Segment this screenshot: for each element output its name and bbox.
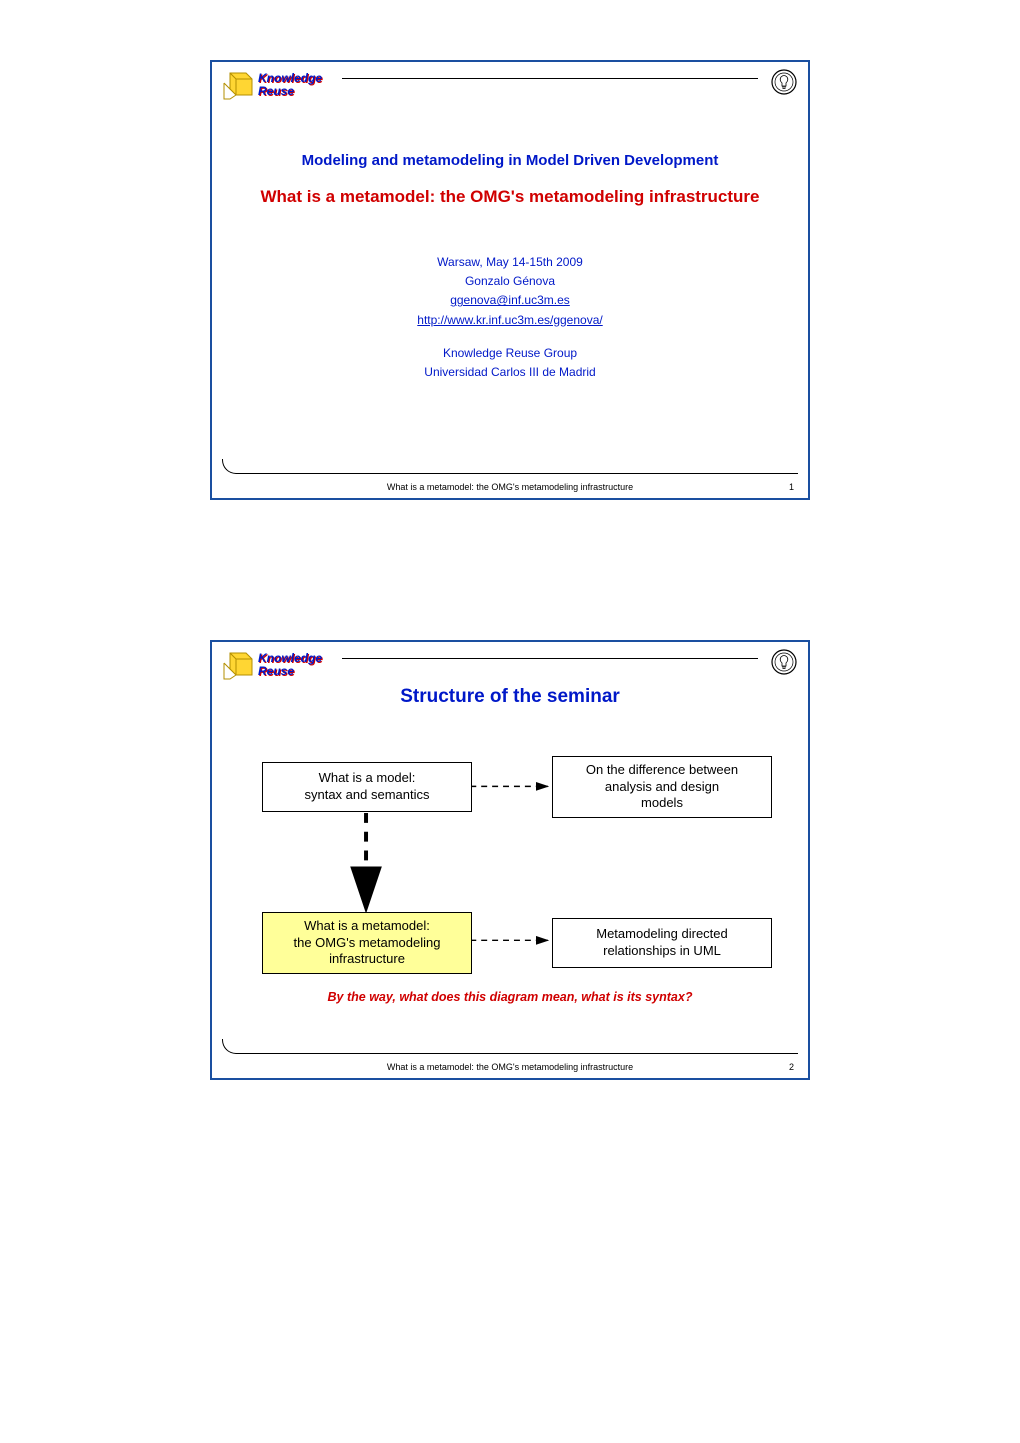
diagram-node-model: What is a model:syntax and semantics	[262, 762, 472, 812]
slide-1-venue: Warsaw, May 14-15th 2009	[232, 253, 788, 272]
slide-1-email-link[interactable]: ggenova@inf.uc3m.es	[450, 293, 570, 307]
footer-page-number: 2	[789, 1062, 794, 1072]
knowledge-reuse-logo: Knowledge Reuse	[222, 68, 352, 102]
slide-1-subtitle: Modeling and metamodeling in Model Drive…	[232, 152, 788, 169]
kr-logo-line2: Reuse	[258, 85, 322, 98]
kr-cube-icon	[222, 69, 254, 101]
footer-page-number: 1	[789, 482, 794, 492]
slide-1: Knowledge Reuse Modeling and metamodelin…	[210, 60, 810, 500]
footer-curve	[222, 459, 798, 474]
diagram-node-analysis-design: On the difference betweenanalysis and de…	[552, 756, 772, 818]
slide-1-url-link[interactable]: http://www.kr.inf.uc3m.es/ggenova/	[417, 313, 602, 327]
kr-cube-icon	[222, 649, 254, 681]
slide-1-title: What is a metamodel: the OMG's metamodel…	[232, 187, 788, 207]
slide-1-university: Universidad Carlos III de Madrid	[232, 363, 788, 382]
kr-logo-text: Knowledge Reuse	[258, 72, 322, 97]
footer-curve	[222, 1039, 798, 1054]
slide-1-info: Warsaw, May 14-15th 2009 Gonzalo Génova …	[232, 253, 788, 382]
slide-1-group: Knowledge Reuse Group	[232, 344, 788, 363]
slide-header: Knowledge Reuse	[222, 650, 798, 682]
seminar-structure-diagram: What is a model:syntax and semantics On …	[232, 742, 788, 1038]
diagram-node-uml-relationships: Metamodeling directedrelationships in UM…	[552, 918, 772, 968]
slide-1-author: Gonzalo Génova	[232, 272, 788, 291]
kr-logo-text: Knowledge Reuse	[258, 652, 322, 677]
slide-2-title: Structure of the seminar	[212, 686, 808, 708]
header-rule	[342, 78, 758, 79]
knowledge-reuse-logo: Knowledge Reuse	[222, 648, 352, 682]
page: Knowledge Reuse Modeling and metamodelin…	[0, 0, 1020, 1140]
slide-header: Knowledge Reuse	[222, 70, 798, 102]
footer-text: What is a metamodel: the OMG's metamodel…	[222, 1062, 798, 1072]
lightbulb-icon	[770, 648, 798, 676]
kr-logo-line2: Reuse	[258, 665, 322, 678]
slide-1-body: Modeling and metamodeling in Model Drive…	[232, 132, 788, 458]
footer-text: What is a metamodel: the OMG's metamodel…	[222, 482, 798, 492]
slide-2: Knowledge Reuse Structure of the seminar	[210, 640, 810, 1080]
diagram-node-metamodel: What is a metamodel:the OMG's metamodeli…	[262, 912, 472, 974]
diagram-caption: By the way, what does this diagram mean,…	[232, 990, 788, 1004]
lightbulb-icon	[770, 68, 798, 96]
slide-footer: What is a metamodel: the OMG's metamodel…	[222, 464, 798, 492]
header-rule	[342, 658, 758, 659]
slide-footer: What is a metamodel: the OMG's metamodel…	[222, 1044, 798, 1072]
